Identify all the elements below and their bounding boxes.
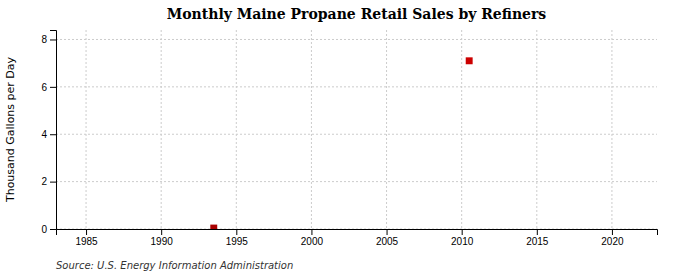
y-grid-line bbox=[56, 86, 657, 87]
x-tick-label: 2015 bbox=[526, 236, 549, 247]
y-axis-title: Thousand Gallons per Day bbox=[4, 56, 17, 203]
x-grid-line bbox=[161, 30, 162, 229]
x-grid-line bbox=[386, 30, 387, 229]
x-grid-line bbox=[311, 30, 312, 229]
x-tick-mark bbox=[161, 229, 162, 235]
y-tick-label: 0 bbox=[41, 224, 47, 235]
x-tick: 2015 bbox=[526, 229, 549, 247]
x-tick-label: 1990 bbox=[151, 236, 174, 247]
x-tick-mark bbox=[236, 229, 237, 235]
chart: 1985 1990 1995 2000 2005 2010 2015 2020 0 2 4 6 8 Mon… bbox=[0, 0, 675, 275]
y-tick-label: 2 bbox=[41, 176, 47, 187]
x-tick-label: 2000 bbox=[301, 236, 324, 247]
points bbox=[210, 57, 472, 229]
y-grid-line bbox=[56, 181, 657, 182]
title: Monthly Maine Propane Retail Sales by Re… bbox=[167, 6, 547, 22]
x-grid-line bbox=[536, 30, 537, 229]
x-grid-line bbox=[86, 30, 87, 229]
y-tick-mark bbox=[50, 229, 56, 230]
x-grid-line bbox=[611, 30, 612, 229]
point bbox=[466, 57, 473, 64]
y-axis: 0 2 4 6 8 bbox=[41, 31, 56, 235]
plot: 1985 1990 1995 2000 2005 2010 2015 2020 0 2 4 6 8 bbox=[41, 30, 657, 247]
grid bbox=[56, 30, 657, 229]
source-note: Source: U.S. Energy Information Administ… bbox=[56, 260, 293, 271]
x-tick: 2020 bbox=[601, 229, 624, 247]
point bbox=[210, 225, 217, 229]
y-tick: 2 bbox=[41, 176, 56, 187]
y-tick: 0 bbox=[41, 224, 56, 235]
y-axis-line bbox=[50, 31, 57, 230]
y-tick: 4 bbox=[41, 129, 56, 140]
x-tick-mark bbox=[86, 229, 87, 235]
x-grid-line bbox=[461, 30, 462, 229]
x-tick-label: 1985 bbox=[75, 236, 98, 247]
x-tick: 2000 bbox=[301, 229, 324, 247]
x-tick-mark bbox=[612, 229, 613, 235]
y-tick: 8 bbox=[41, 34, 56, 45]
y-tick-label: 6 bbox=[41, 82, 47, 93]
x-tick-label: 2010 bbox=[451, 236, 474, 247]
x-tick-mark bbox=[311, 229, 312, 235]
x-grid-line bbox=[236, 30, 237, 229]
y-tick: 6 bbox=[41, 82, 56, 93]
x-tick-label: 2005 bbox=[376, 236, 399, 247]
x-tick-mark bbox=[537, 229, 538, 235]
x-axis-line bbox=[57, 230, 658, 236]
x-tick: 1985 bbox=[75, 229, 98, 247]
y-tick-mark bbox=[50, 134, 56, 135]
x-tick-mark bbox=[387, 229, 388, 235]
y-tick-label: 4 bbox=[41, 129, 47, 140]
y-grid-line bbox=[56, 134, 657, 135]
y-tick-label: 8 bbox=[41, 34, 47, 45]
y-tick-mark bbox=[50, 87, 56, 88]
x-axis: 1985 1990 1995 2000 2005 2010 2015 2020 bbox=[57, 229, 658, 247]
x-tick: 2010 bbox=[451, 229, 474, 247]
x-tick: 1990 bbox=[151, 229, 174, 247]
x-tick: 2005 bbox=[376, 229, 399, 247]
y-grid-line bbox=[56, 39, 657, 40]
y-tick-mark bbox=[50, 182, 56, 183]
y-tick-mark bbox=[50, 39, 56, 40]
x-tick: 1995 bbox=[226, 229, 249, 247]
x-tick-mark bbox=[462, 229, 463, 235]
x-tick-label: 2020 bbox=[601, 236, 624, 247]
x-tick-label: 1995 bbox=[226, 236, 249, 247]
